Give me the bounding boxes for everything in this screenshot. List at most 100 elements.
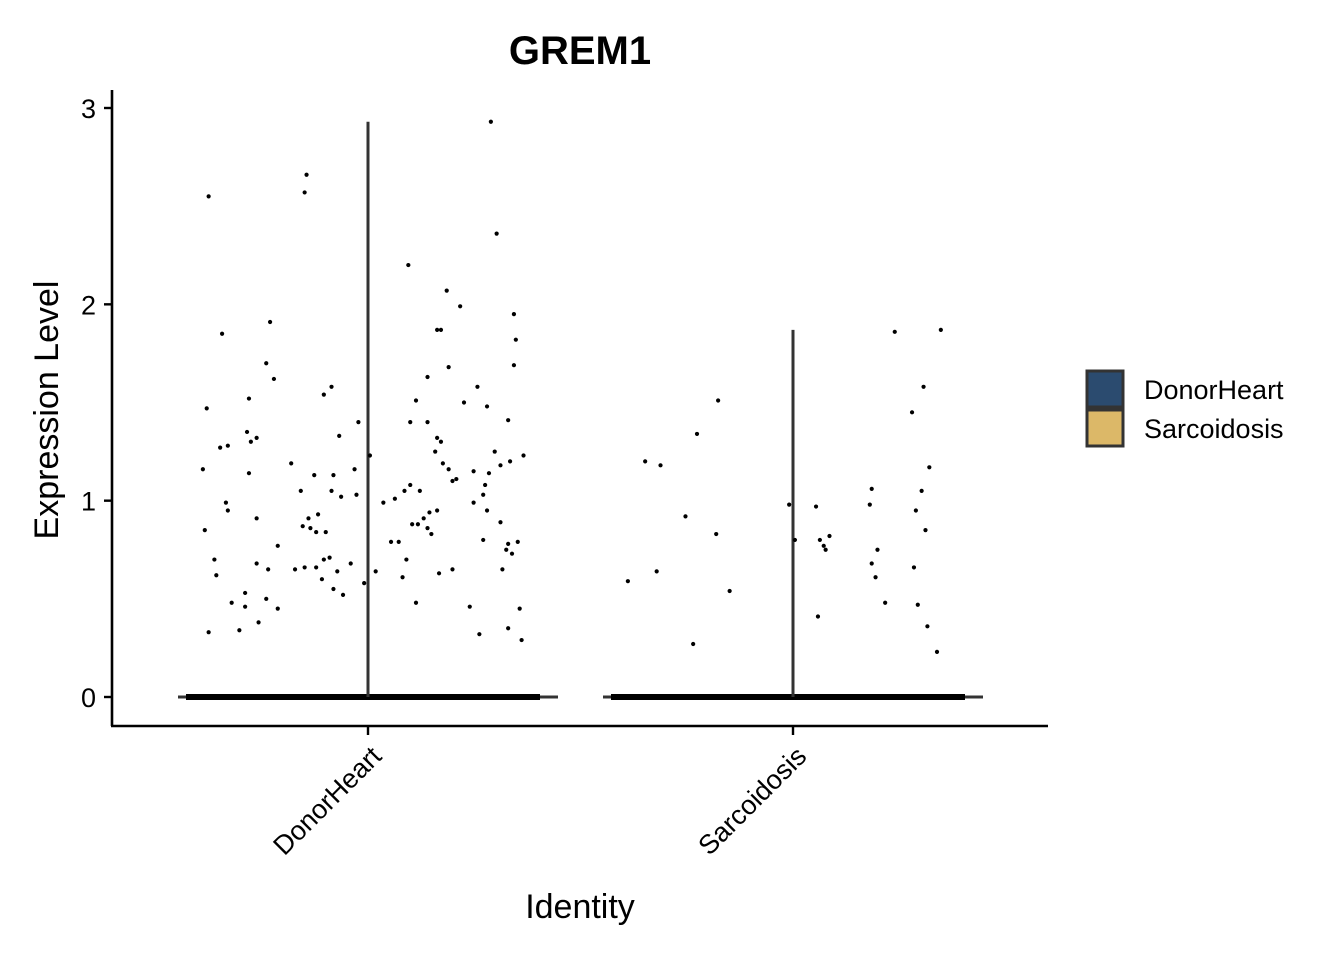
data-point-donorheart — [321, 392, 326, 397]
data-point-sarcoidosis — [867, 502, 872, 507]
data-point-donorheart — [494, 231, 499, 236]
data-point-donorheart — [484, 508, 490, 513]
data-point-sarcoidosis — [925, 624, 930, 629]
data-point-sarcoidosis — [923, 528, 928, 533]
data-point-sarcoidosis — [654, 569, 659, 574]
violin-sarcoidosis — [603, 329, 983, 700]
data-point-donorheart — [264, 596, 269, 601]
chart-title: GREM1 — [509, 29, 651, 73]
data-point-donorheart — [435, 508, 440, 513]
data-point-donorheart — [504, 547, 509, 552]
data-point-donorheart — [446, 467, 451, 472]
x-axis-ticks: DonorHeart Sarcoidosis — [267, 726, 812, 861]
data-point-donorheart — [219, 331, 225, 336]
data-point-sarcoidosis — [869, 486, 874, 491]
data-point-donorheart — [417, 488, 422, 493]
data-point-donorheart — [406, 262, 411, 268]
data-point-sarcoidosis — [815, 614, 821, 619]
data-point-donorheart — [461, 400, 467, 405]
data-point-sarcoidosis — [787, 502, 792, 507]
data-point-donorheart — [200, 467, 205, 472]
data-point-donorheart — [511, 312, 517, 317]
data-point-donorheart — [413, 600, 419, 605]
data-point-donorheart — [335, 569, 340, 574]
data-point-donorheart — [450, 478, 455, 484]
y-tick-label: 0 — [81, 683, 96, 713]
data-point-donorheart — [289, 461, 294, 466]
data-point-donorheart — [509, 551, 515, 556]
data-point-donorheart — [511, 363, 517, 368]
data-point-donorheart — [329, 384, 334, 389]
data-point-sarcoidosis — [694, 431, 700, 437]
data-point-donorheart — [243, 590, 248, 596]
data-point-donorheart — [471, 500, 476, 505]
data-point-donorheart — [254, 561, 259, 566]
data-point-donorheart — [521, 453, 526, 458]
data-point-donorheart — [404, 557, 409, 562]
data-point-sarcoidosis — [921, 384, 926, 389]
plot-area — [178, 121, 983, 700]
data-point-donorheart — [246, 471, 252, 476]
data-point-sarcoidosis — [727, 588, 732, 594]
data-point-donorheart — [292, 567, 298, 572]
data-point-donorheart — [314, 565, 319, 570]
data-point-donorheart — [446, 365, 451, 370]
data-point-donorheart — [244, 429, 250, 435]
data-point-donorheart — [388, 539, 394, 544]
data-point-donorheart — [421, 516, 426, 521]
data-point-donorheart — [266, 567, 271, 572]
data-point-sarcoidosis — [892, 329, 897, 334]
data-point-donorheart — [408, 420, 413, 425]
data-point-donorheart — [467, 604, 472, 609]
data-point-donorheart — [515, 539, 520, 544]
data-point-donorheart — [271, 376, 277, 382]
data-point-sarcoidosis — [792, 537, 798, 543]
data-point-donorheart — [354, 492, 359, 497]
data-point-donorheart — [483, 482, 488, 488]
data-point-donorheart — [488, 119, 493, 124]
data-point-donorheart — [396, 539, 401, 544]
y-tick-label: 1 — [81, 487, 96, 517]
data-point-sarcoidosis — [683, 514, 688, 519]
data-point-donorheart — [214, 573, 219, 578]
y-axis-title: Expression Level — [28, 281, 66, 540]
data-point-donorheart — [256, 620, 261, 625]
data-point-sarcoidosis — [714, 531, 719, 537]
x-tick-label-donorheart: DonorHeart — [267, 741, 387, 861]
data-point-donorheart — [225, 508, 230, 513]
data-point-donorheart — [331, 473, 336, 478]
data-point-sarcoidosis — [875, 547, 880, 552]
data-point-donorheart — [427, 510, 432, 515]
data-point-donorheart — [458, 304, 463, 309]
data-point-donorheart — [348, 561, 353, 566]
x-axis-title: Identity — [525, 888, 635, 926]
data-point-donorheart — [471, 469, 476, 474]
data-point-donorheart — [415, 522, 421, 527]
data-point-sarcoidosis — [821, 543, 826, 548]
y-tick-label: 3 — [81, 94, 96, 124]
data-point-sarcoidosis — [915, 602, 920, 607]
data-point-donorheart — [367, 453, 373, 458]
data-point-donorheart — [308, 526, 313, 531]
data-point-donorheart — [314, 529, 319, 535]
data-point-donorheart — [362, 581, 367, 586]
data-points — [200, 119, 943, 654]
data-point-sarcoidosis — [927, 465, 932, 470]
data-point-donorheart — [315, 512, 321, 517]
data-point-sarcoidosis — [873, 575, 878, 580]
data-point-donorheart — [225, 443, 230, 448]
data-point-donorheart — [206, 194, 211, 199]
data-point-donorheart — [433, 449, 438, 454]
data-point-donorheart — [206, 630, 211, 635]
data-point-sarcoidosis — [883, 600, 888, 605]
data-point-donorheart — [425, 526, 430, 531]
data-point-sarcoidosis — [813, 504, 819, 509]
legend-swatch-donorheart — [1085, 369, 1125, 409]
y-tick-label: 2 — [81, 290, 96, 320]
data-point-donorheart — [507, 459, 513, 464]
data-point-sarcoidosis — [827, 533, 832, 539]
data-point-donorheart — [381, 500, 386, 505]
data-point-donorheart — [436, 571, 442, 576]
data-point-donorheart — [237, 628, 242, 633]
data-point-donorheart — [413, 398, 419, 403]
